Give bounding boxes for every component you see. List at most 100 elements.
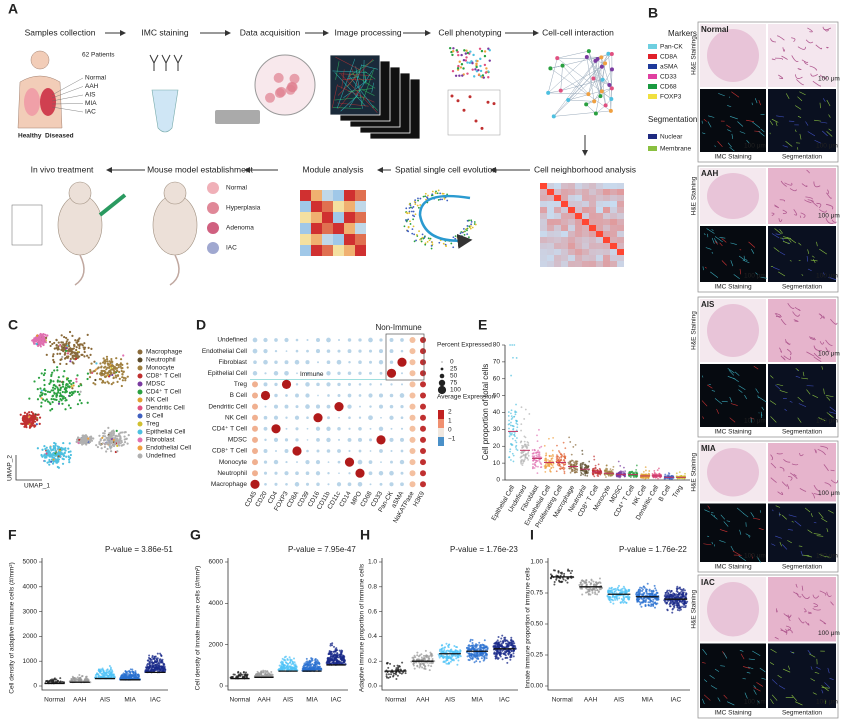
expression-dot bbox=[326, 360, 331, 365]
sample-dot bbox=[153, 667, 156, 670]
stage-name: AIS bbox=[701, 300, 715, 309]
scale-label: 100 μm bbox=[744, 273, 766, 280]
umap-cell bbox=[52, 446, 55, 450]
seg-texture bbox=[788, 514, 797, 518]
x-tick-label: AIS bbox=[283, 697, 294, 704]
jitter-dot bbox=[521, 464, 524, 467]
sample-dot bbox=[99, 668, 102, 671]
sample-dot bbox=[266, 675, 269, 678]
jitter-dot bbox=[545, 454, 548, 456]
jitter-dot bbox=[523, 440, 526, 443]
expression-dot bbox=[326, 349, 331, 353]
umap-cell bbox=[57, 447, 60, 450]
image-texture bbox=[336, 58, 356, 109]
patient-count: 62 Patients bbox=[82, 52, 115, 59]
expression-dot bbox=[317, 361, 319, 364]
jitter-dot bbox=[511, 432, 513, 435]
pointer bbox=[51, 94, 84, 102]
network-edge bbox=[600, 57, 602, 97]
umap-cell bbox=[64, 349, 68, 353]
y-tick-label: 2000 bbox=[209, 641, 224, 648]
jitter-dot bbox=[599, 473, 602, 476]
jitter-dot bbox=[593, 458, 596, 461]
seg-texture bbox=[781, 514, 787, 520]
sample-dot bbox=[151, 654, 154, 657]
umap-cell bbox=[81, 353, 84, 356]
imc-texture bbox=[753, 687, 761, 692]
scale-label: 100 μm bbox=[816, 699, 838, 706]
panel-label: C bbox=[8, 317, 18, 333]
healthy-label: Healthy bbox=[18, 133, 42, 140]
umap-cell bbox=[121, 376, 124, 379]
jitter-dot bbox=[644, 466, 647, 468]
seg-texture bbox=[799, 91, 806, 96]
heat-cell bbox=[610, 225, 617, 231]
expression-dot bbox=[379, 383, 383, 386]
y-tick-label: 3000 bbox=[23, 608, 38, 615]
heat-cell bbox=[610, 249, 617, 255]
tissue-texture bbox=[780, 629, 788, 635]
expression-dot bbox=[347, 393, 352, 398]
seg-texture bbox=[818, 417, 826, 421]
sample-dot bbox=[285, 661, 288, 664]
heat-cell bbox=[568, 225, 575, 231]
panel-label: H bbox=[360, 527, 370, 543]
mini-dot bbox=[450, 94, 454, 98]
jitter-dot bbox=[559, 465, 562, 468]
umap-cell bbox=[64, 352, 67, 355]
umap-cell bbox=[109, 371, 113, 375]
sample-dot bbox=[149, 664, 152, 667]
image-texture bbox=[337, 58, 374, 96]
legend-dot bbox=[137, 445, 143, 451]
tissue-texture bbox=[808, 336, 816, 339]
expression-dot bbox=[389, 338, 394, 342]
umap-cell bbox=[49, 451, 52, 454]
x-tick-label: B Cell bbox=[657, 484, 672, 503]
sample-dot bbox=[271, 673, 274, 676]
heat-cell bbox=[610, 231, 617, 237]
jitter-dot bbox=[623, 466, 625, 469]
network-edge bbox=[586, 104, 597, 114]
tissue-texture bbox=[789, 472, 798, 479]
expression-dot bbox=[400, 482, 404, 487]
umap-cell bbox=[44, 333, 47, 336]
sample-dot bbox=[288, 665, 291, 668]
heat-cell bbox=[575, 213, 582, 219]
tissue-texture bbox=[786, 483, 790, 490]
seg-texture bbox=[804, 507, 811, 513]
spatial-dot bbox=[427, 194, 429, 197]
sample-dot bbox=[233, 673, 236, 676]
heat-cell bbox=[575, 243, 582, 249]
network-node bbox=[609, 96, 614, 101]
spatial-dot bbox=[461, 231, 464, 234]
umap-cell bbox=[102, 357, 105, 360]
umap-cell bbox=[26, 413, 29, 416]
expression-dot bbox=[379, 482, 383, 486]
heat-cell bbox=[589, 225, 596, 231]
jitter-dot bbox=[562, 468, 565, 471]
spatial-dot bbox=[407, 225, 410, 228]
expression-dot bbox=[271, 424, 281, 434]
umap-cell bbox=[64, 397, 67, 400]
group-label: Non-Immune bbox=[376, 323, 423, 332]
imc-texture bbox=[720, 665, 726, 667]
sample-dot bbox=[154, 669, 157, 672]
sample-dot bbox=[137, 673, 140, 676]
imc-texture bbox=[719, 529, 728, 533]
umap-cell bbox=[40, 397, 43, 400]
jitter-dot bbox=[527, 442, 530, 444]
umap-cell bbox=[124, 379, 127, 382]
expression-dot bbox=[263, 460, 268, 464]
jitter-dot bbox=[593, 475, 596, 478]
mouse-lung bbox=[207, 182, 219, 194]
heat-cell bbox=[610, 255, 617, 261]
heat-cell bbox=[561, 213, 568, 219]
umap-cell bbox=[46, 390, 50, 393]
expression-dot bbox=[326, 404, 331, 409]
jitter-dot bbox=[624, 475, 626, 478]
module-cell bbox=[300, 245, 311, 256]
heat-cell bbox=[554, 255, 561, 261]
tissue-texture bbox=[788, 476, 793, 481]
module-cell bbox=[355, 234, 366, 245]
expression-dot bbox=[252, 392, 258, 399]
